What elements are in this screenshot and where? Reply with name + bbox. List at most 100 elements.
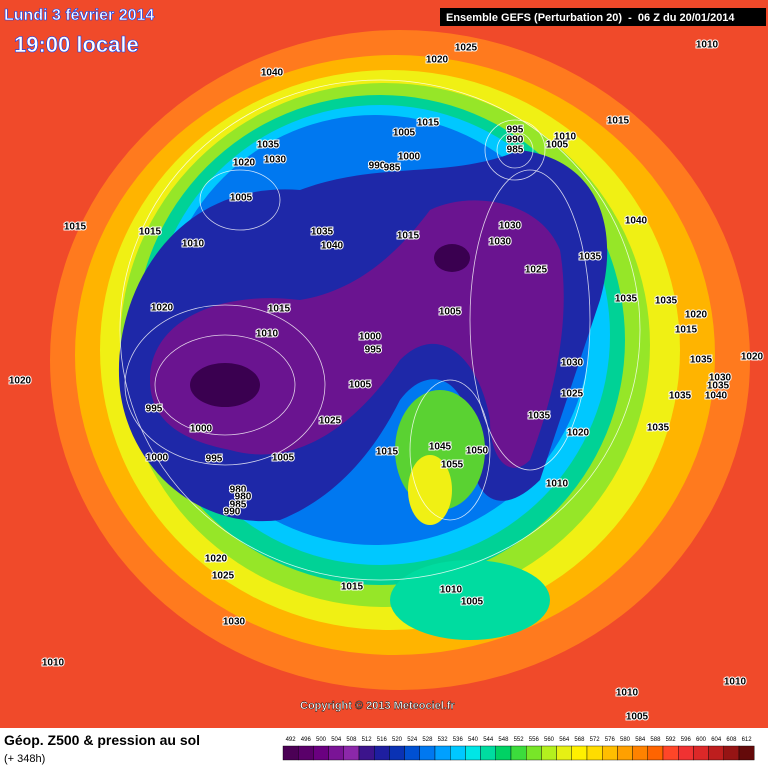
isobar-label: 980 (235, 492, 252, 503)
date: Lundi 3 février 2014 (4, 7, 154, 24)
isobar-label: 1005 (626, 712, 649, 723)
scale-label: 560 (544, 737, 555, 743)
isobar-label: 1005 (349, 380, 372, 391)
isobar-label: 1010 (256, 329, 279, 340)
isobar-label: 1005 (393, 128, 416, 139)
copyright: Copyright © 2013 Meteociel.fr (300, 700, 456, 712)
scale-swatch (313, 745, 329, 761)
scale-swatch (602, 745, 618, 761)
scale-label: 508 (346, 737, 357, 743)
scale-swatch (571, 745, 588, 761)
isobar-label: 995 (507, 125, 524, 136)
isobar-label: 1015 (64, 222, 87, 233)
isobar-label: 1005 (439, 307, 462, 318)
scale-label: 532 (438, 737, 449, 743)
height-field (50, 30, 750, 690)
isobar-label: 995 (365, 345, 382, 356)
scale-label: 552 (514, 737, 525, 743)
scale-swatch (328, 745, 345, 761)
isobar-label: 1015 (397, 231, 420, 242)
scale-label: 520 (392, 737, 403, 743)
scale-label: 512 (362, 737, 373, 743)
isobar-label: 1000 (359, 332, 382, 343)
scale-label: 572 (590, 737, 601, 743)
scale-label: 612 (742, 737, 753, 743)
isobar-label: 1035 (707, 381, 730, 392)
isobar-label: 1035 (669, 391, 692, 402)
run-box (440, 8, 766, 26)
scale-swatch (738, 745, 755, 761)
isobar-label: 1055 (441, 460, 464, 471)
scale-swatch (450, 745, 466, 761)
isobar-label: 1015 (139, 227, 162, 238)
isobar-label: 1020 (9, 376, 32, 387)
isobar-label: 985 (384, 163, 401, 174)
isobar-label: 1040 (625, 216, 648, 227)
isobar-label: 1020 (685, 310, 708, 321)
isobar-label: 1040 (321, 241, 344, 252)
footer-title: Géop. Z500 & pression au sol (4, 732, 200, 748)
scale-swatch (617, 745, 633, 761)
isobar-label: 1030 (223, 617, 246, 628)
isobar-label: 1015 (268, 304, 291, 315)
isobar-label: 1030 (264, 155, 287, 166)
isobar-label: 1010 (546, 479, 569, 490)
scale-swatch (298, 745, 314, 761)
scale-swatch (632, 745, 648, 761)
scale-swatch (495, 745, 512, 761)
isobar-label: 1000 (398, 152, 421, 163)
isobar-label: 1035 (647, 423, 670, 434)
isobar-label: 1035 (311, 227, 334, 238)
isobar-label: 1020 (567, 428, 590, 439)
scale-swatch (723, 745, 740, 761)
isobar-label: 1015 (417, 118, 440, 129)
isobar-label: 1050 (466, 446, 489, 457)
isobar-label: 985 (230, 500, 247, 511)
isobar-label: 1020 (741, 352, 764, 363)
isobar-label: 1025 (212, 571, 235, 582)
isobars (119, 79, 641, 581)
scale-label: 580 (620, 737, 631, 743)
isobar-label: 1015 (607, 116, 630, 127)
isobar-label: 1020 (151, 303, 174, 314)
isobar-label: 1010 (616, 688, 639, 699)
isobar-label: 1000 (146, 453, 169, 464)
isobar-label: 1035 (655, 296, 678, 307)
isobar-label: 1035 (690, 355, 713, 366)
isobar-label: 985 (507, 145, 524, 156)
isobar-label: 1020 (426, 55, 449, 66)
scale-label: 524 (407, 737, 418, 743)
isobar-label: 995 (206, 454, 223, 465)
scale-label: 604 (711, 737, 722, 743)
scale-label: 548 (498, 737, 509, 743)
scale-label: 568 (574, 737, 585, 743)
scale-label: 516 (377, 737, 388, 743)
scale-swatch (374, 745, 390, 761)
scale-swatch (510, 745, 527, 761)
scale-label: 492 (286, 737, 297, 743)
isobar-label: 1030 (561, 358, 584, 369)
isobar-label: 1015 (675, 325, 698, 336)
scale-label: 576 (605, 737, 616, 743)
scale-swatch (647, 745, 664, 761)
scale-label: 496 (301, 737, 312, 743)
isobar-label: 1030 (709, 373, 732, 384)
isobar-label: 1025 (561, 389, 584, 400)
isobar-label: 990 (224, 507, 241, 518)
isobar-label: 990 (369, 161, 386, 172)
isobar-label: 1000 (190, 424, 213, 435)
isobar-label: 1025 (319, 416, 342, 427)
isobar-label: 1020 (233, 158, 256, 169)
scale-swatch (708, 745, 724, 761)
scale-swatch (678, 745, 694, 761)
scale-label: 544 (483, 737, 494, 743)
scale-label: 504 (331, 737, 342, 743)
scale-label: 540 (468, 737, 479, 743)
isobar-label: 1005 (272, 453, 295, 464)
scale-label: 536 (453, 737, 464, 743)
scale-swatch (586, 745, 603, 761)
scale-label: 600 (696, 737, 707, 743)
isobar-label: 1010 (696, 40, 719, 51)
scale-label: 528 (422, 737, 433, 743)
